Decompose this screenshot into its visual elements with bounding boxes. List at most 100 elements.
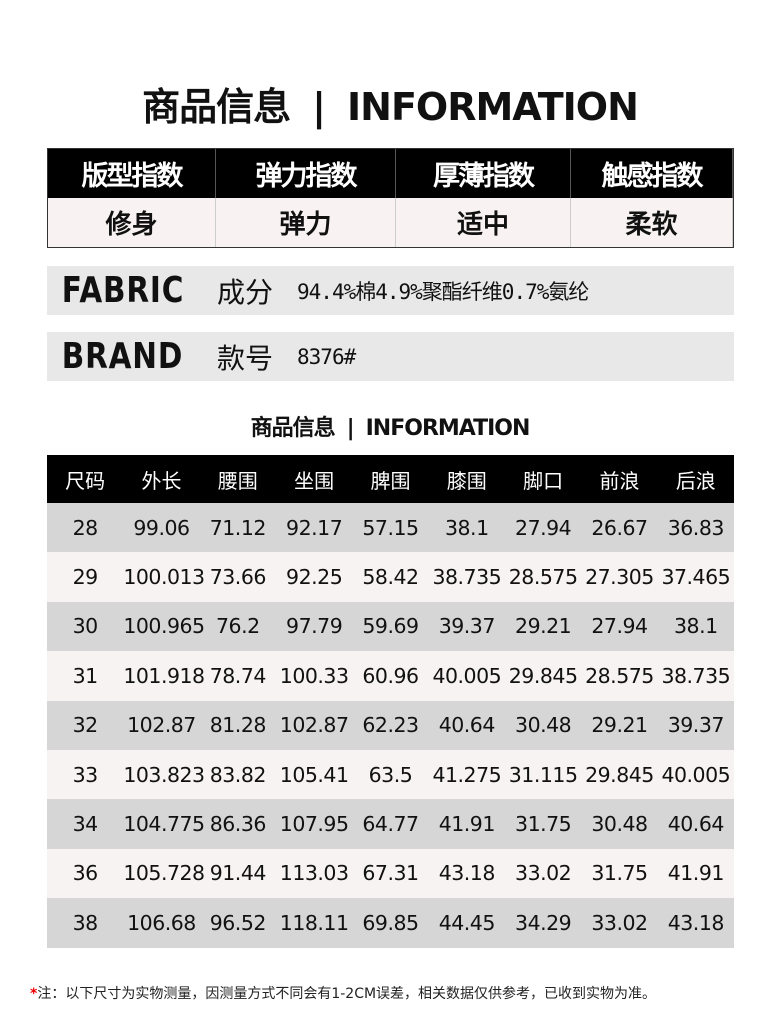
table-cell: 29.845	[581, 749, 658, 800]
table-cell: 67.31	[352, 848, 429, 899]
table-row: 38 106.68 96.52 118.11 69.85 44.45 34.29 33.02 4…	[47, 898, 734, 948]
fabric-value: 94.4%棉4.9%聚酯纤维0.7%氨纶	[297, 279, 589, 304]
note-text: 注：以下尺寸为实物测量，因测量方式不同会有1-2CM误差，相关数据仅供参考，已收…	[37, 986, 657, 1002]
table-row: 32 102.87 81.28 102.87 62.23 40.64 30.48 29.21 3…	[47, 700, 734, 750]
page-title: 商品信息 | INFORMATION	[0, 76, 780, 131]
table-cell: 39.37	[428, 601, 505, 652]
brand-key: BRAND	[61, 336, 184, 377]
column-header: 后浪	[657, 455, 734, 503]
table-cell: 31.75	[504, 799, 582, 849]
table-cell: 100.33	[275, 651, 353, 701]
table-cell: 30.48	[581, 799, 658, 849]
fabric-label: 成分	[217, 275, 274, 309]
column-header: 外长	[123, 455, 200, 503]
table-cell: 30	[47, 601, 124, 652]
table-cell: 32	[47, 700, 124, 750]
table-row: 29 100.013 73.66 92.25 58.42 38.735 28.575 27.3…	[47, 552, 734, 602]
table-cell: 81.28	[199, 700, 276, 750]
table-cell: 36.83	[657, 503, 734, 553]
column-header: 前浪	[581, 455, 658, 503]
table-cell: 113.03	[275, 848, 353, 899]
table-cell: 58.42	[352, 552, 429, 602]
table-cell: 100.965	[123, 601, 205, 652]
table-cell: 27.305	[581, 552, 658, 602]
table-row: 28 99.06 71.12 92.17 57.15 38.1 27.94 26.67 36.8…	[47, 503, 734, 553]
table-cell: 39.37	[657, 700, 734, 750]
table-cell: 105.41	[275, 749, 353, 800]
column-header: 尺码	[47, 455, 124, 503]
table-cell: 38.1	[657, 601, 734, 652]
table-cell: 41.91	[657, 848, 734, 899]
table-cell: 29.845	[504, 651, 582, 701]
table-cell: 38	[47, 898, 124, 948]
table-cell: 41.91	[428, 799, 505, 849]
table-cell: 40.005	[657, 749, 734, 800]
fabric-bar: FABRIC 成分 94.4%棉4.9%聚酯纤维0.7%氨纶	[47, 266, 734, 315]
title-en: INFORMATION	[347, 85, 639, 129]
size-table: 尺码 外长 腰围 坐围 脾围 膝围 脚口 前浪 后浪 28 99.06 71.12 92.17 57.15…	[47, 455, 734, 948]
table-cell: 96.52	[199, 898, 276, 948]
table-cell: 100.013	[123, 552, 205, 602]
table-cell: 40.64	[657, 799, 734, 849]
column-header: 坐围	[275, 455, 353, 503]
table-cell: 107.95	[275, 799, 353, 849]
table-cell: 40.005	[428, 651, 505, 701]
table-cell: 99.06	[123, 503, 200, 553]
index-label: 触感指数	[571, 149, 733, 198]
column-header: 脾围	[352, 455, 429, 503]
table-cell: 106.68	[123, 898, 200, 948]
table-cell: 86.36	[199, 799, 276, 849]
table-cell: 103.823	[123, 749, 205, 800]
column-header: 膝围	[428, 455, 505, 503]
table-row: 33 103.823 83.82 105.41 63.5 41.275 31.115 29.8…	[47, 749, 734, 800]
title-cn: 商品信息	[142, 85, 291, 129]
table-cell: 38.735	[428, 552, 505, 602]
table-cell: 97.79	[275, 601, 353, 652]
table-cell: 38.735	[657, 651, 734, 701]
column-header: 脚口	[504, 455, 582, 503]
table-cell: 37.465	[657, 552, 734, 602]
index-table: 版型指数 弹力指数 厚薄指数 触感指数 修身 弹力 适中 柔软	[47, 148, 734, 248]
index-label: 弹力指数	[216, 149, 396, 198]
table-cell: 29	[47, 552, 124, 602]
index-value: 弹力	[216, 198, 396, 247]
table-cell: 33.02	[581, 898, 658, 948]
table-cell: 28	[47, 503, 124, 553]
table-cell: 28.575	[581, 651, 658, 701]
table-cell: 62.23	[352, 700, 429, 750]
index-value: 适中	[396, 198, 571, 247]
index-label: 版型指数	[48, 149, 216, 198]
table-cell: 76.2	[199, 601, 276, 652]
table-cell: 34.29	[504, 898, 582, 948]
table-cell: 83.82	[199, 749, 276, 800]
table-cell: 71.12	[199, 503, 276, 553]
table-cell: 73.66	[199, 552, 276, 602]
table-cell: 40.64	[428, 700, 505, 750]
table-row: 36 105.728 91.44 113.03 67.31 43.18 33.02 31.75…	[47, 848, 734, 899]
note: *注：以下尺寸为实物测量，因测量方式不同会有1-2CM误差，相关数据仅供参考，已…	[30, 983, 656, 1003]
table-cell: 30.48	[504, 700, 582, 750]
table-cell: 91.44	[199, 848, 276, 899]
table-cell: 27.94	[504, 503, 582, 553]
index-value: 柔软	[571, 198, 733, 247]
table-cell: 27.94	[581, 601, 658, 652]
table-cell: 33	[47, 749, 124, 800]
table-cell: 57.15	[352, 503, 429, 553]
table-cell: 105.728	[123, 848, 205, 899]
table-cell: 64.77	[352, 799, 429, 849]
table-cell: 38.1	[428, 503, 505, 553]
table-cell: 104.775	[123, 799, 205, 849]
table-cell: 63.5	[352, 749, 429, 800]
table-row: 34 104.775 86.36 107.95 64.77 41.91 31.75 30.48…	[47, 799, 734, 849]
title-separator: |	[312, 85, 326, 129]
table-cell: 31	[47, 651, 124, 701]
table-cell: 92.25	[275, 552, 353, 602]
table-cell: 31.75	[581, 848, 658, 899]
table-cell: 41.275	[428, 749, 505, 800]
table-cell: 29.21	[504, 601, 582, 652]
table-cell: 29.21	[581, 700, 658, 750]
brand-value: 8376#	[297, 344, 356, 369]
table-cell: 101.918	[123, 651, 205, 701]
table-cell: 43.18	[428, 848, 505, 899]
title-en: INFORMATION	[365, 416, 531, 441]
